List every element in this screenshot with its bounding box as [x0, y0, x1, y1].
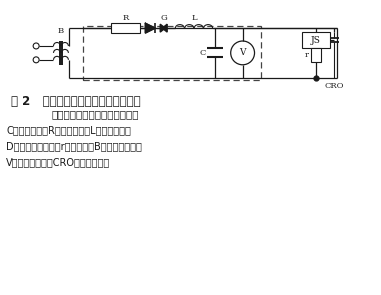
Text: 图 2   标准冲击电流检测法的原理接线: 图 2 标准冲击电流检测法的原理接线 — [11, 96, 141, 109]
Polygon shape — [160, 24, 165, 32]
Text: D－整流硅二极管；r－分流器；B－试验变压器；: D－整流硅二极管；r－分流器；B－试验变压器； — [6, 141, 142, 151]
Polygon shape — [162, 24, 167, 32]
Text: r: r — [305, 51, 309, 59]
Bar — [302, 32, 330, 48]
Bar — [110, 23, 140, 33]
Text: CRO: CRO — [324, 82, 344, 90]
Text: V－静电电压表；CRO－高压示波器: V－静电电压表；CRO－高压示波器 — [6, 157, 110, 167]
Text: V: V — [239, 48, 246, 58]
Text: C: C — [200, 49, 206, 57]
Polygon shape — [145, 23, 155, 33]
Text: R: R — [122, 14, 129, 22]
Text: L: L — [191, 14, 197, 22]
Text: JS: JS — [311, 35, 321, 45]
Text: B: B — [58, 27, 64, 35]
Text: G: G — [160, 14, 167, 22]
Text: C－充电电容；R－充电电阻；L－阻尼电感；: C－充电电容；R－充电电阻；L－阻尼电感； — [6, 125, 131, 135]
Text: （虚线框内为冲击电流发生器）: （虚线框内为冲击电流发生器） — [51, 109, 139, 119]
Bar — [311, 48, 321, 62]
